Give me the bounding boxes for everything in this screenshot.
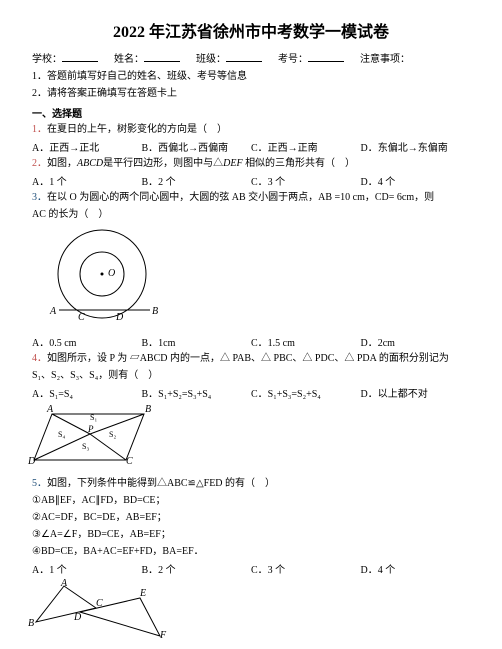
question-4-line2: S₁、S₂、S₃、S₄，则有（ ） xyxy=(32,368,470,383)
school-label: 学校： xyxy=(32,50,98,65)
q4-opt-d: D．以上都不对 xyxy=(361,385,471,400)
question-5: 5．如图，下列条件中能得到△ABC≌△FED 的有（ ） xyxy=(32,476,470,491)
q4-opt-c: C．S₁+S₃=S₂+S₄ xyxy=(251,385,361,400)
instruction-2: 2．请将答案正确填写在答题卡上 xyxy=(32,84,470,99)
label-S2: S₂ xyxy=(109,430,116,439)
label-F5: F xyxy=(160,630,166,641)
exam-title: 2022 年江苏省徐州市中考数学一模试卷 xyxy=(32,18,470,42)
q1-num: 1． xyxy=(32,124,47,135)
question-3-line1: 3．在以 O 为圆心的两个同心圆中，大圆的弦 AB 交小圆于两点，AB =10 … xyxy=(32,190,470,205)
q1-opt-d: D．东偏北→东偏南 xyxy=(361,139,471,154)
question-4-line1: 4．如图所示，设 P 为 ▱ABCD 内的一点，△ PAB、△ PBC、△ PD… xyxy=(32,351,470,366)
question-2: 2．如图，ABCD是平行四边形，则图中与△DEF 相似的三角形共有（ ） xyxy=(32,156,470,171)
q2-t3: 相似的三角形共有（ ） xyxy=(243,158,356,169)
q5-opt-b: B．2 个 xyxy=(142,561,252,576)
q3-num: 3． xyxy=(32,192,47,203)
q5-c1: ①AB∥EF，AC∥FD，BD=CE； xyxy=(32,493,470,508)
q2-options: A．1 个 B．2 个 C．3 个 D．4 个 xyxy=(32,173,470,188)
q5-text: 如图，下列条件中能得到△ABC≌△FED 的有（ ） xyxy=(47,478,275,489)
triangles-diagram xyxy=(32,582,172,642)
q2-opt-d: D．4 个 xyxy=(361,173,471,188)
q4-figure: A B C D P S₁ S₂ S₃ S₄ xyxy=(32,406,470,470)
q5-num: 5． xyxy=(32,478,47,489)
q4-text: 如图所示，设 P 为 ▱ABCD 内的一点，△ PAB、△ PBC、△ PDC、… xyxy=(47,353,449,364)
q3-options: A．0.5 cm B．1cm C．1.5 cm D．2cm xyxy=(32,334,470,349)
label-S1: S₁ xyxy=(90,413,97,422)
q5-c3: ③∠A=∠F，BD=CE，AB=EF； xyxy=(32,527,470,542)
q1-opt-b: B．西偏北→西偏南 xyxy=(142,139,252,154)
header-row: 学校： 姓名： 班级： 考号： 注意事项： xyxy=(32,50,470,65)
q3-opt-d: D．2cm xyxy=(361,334,471,349)
q5-c4: ④BD=CE，BA+AC=EF+FD，BA=EF． xyxy=(32,544,470,559)
label-B4: B xyxy=(145,404,151,415)
label-A4: A xyxy=(47,404,53,415)
label-S3: S₃ xyxy=(82,442,89,451)
notice-label: 注意事项： xyxy=(360,50,410,65)
label-C5: C xyxy=(96,598,103,609)
label-A: A xyxy=(50,306,56,317)
label-B: B xyxy=(152,306,158,317)
q5-opt-a: A．1 个 xyxy=(32,561,142,576)
q2-abcd: ABCD xyxy=(77,158,103,169)
q2-prefix: 如图， xyxy=(47,158,77,169)
label-S4: S₄ xyxy=(58,430,65,439)
label-C: C xyxy=(78,312,85,323)
q5-c2: ②AC=DF，BC=DE，AB=EF； xyxy=(32,510,470,525)
q2-opt-c: C．3 个 xyxy=(251,173,361,188)
q4-opt-a: A．S₁=S₄ xyxy=(32,385,142,400)
q4-num: 4． xyxy=(32,353,47,364)
label-D: D xyxy=(116,312,123,323)
question-1: 1．在夏日的上午，树影变化的方向是（ ） xyxy=(32,122,470,137)
q5-opt-d: D．4 个 xyxy=(361,561,471,576)
q4-opt-b: B．S₁+S₂=S₃+S₄ xyxy=(142,385,252,400)
q2-num: 2． xyxy=(32,158,47,169)
examno-label: 考号： xyxy=(278,50,344,65)
label-A5: A xyxy=(61,578,67,589)
q2-opt-b: B．2 个 xyxy=(142,173,252,188)
q3-opt-b: B．1cm xyxy=(142,334,252,349)
q1-opt-a: A．正西→正北 xyxy=(32,139,142,154)
q2-t2: 是平行四边形，则图中与△ xyxy=(103,158,223,169)
label-D4: D xyxy=(28,456,35,467)
q2-def: DEF xyxy=(223,158,242,169)
question-3-line2: AC 的长为（ ） xyxy=(32,207,470,222)
label-O: O xyxy=(108,268,115,279)
label-D5: D xyxy=(74,612,81,623)
q2-opt-a: A．1 个 xyxy=(32,173,142,188)
section-1-heading: 一、选择题 xyxy=(32,105,470,120)
label-C4: C xyxy=(126,456,133,467)
q5-opt-c: C．3 个 xyxy=(251,561,361,576)
class-label: 班级： xyxy=(196,50,262,65)
q5-figure: A B C D E F xyxy=(32,582,470,642)
q4-options: A．S₁=S₄ B．S₁+S₂=S₃+S₄ C．S₁+S₃=S₂+S₄ D．以上… xyxy=(32,385,470,400)
instruction-1: 1．答题前填写好自己的姓名、班级、考号等信息 xyxy=(32,67,470,82)
label-E5: E xyxy=(140,588,146,599)
q1-text: 在夏日的上午，树影变化的方向是（ ） xyxy=(47,124,227,135)
q3-figure: O A B C D xyxy=(32,228,470,328)
label-B5: B xyxy=(28,618,34,629)
q3-opt-c: C．1.5 cm xyxy=(251,334,361,349)
q5-options: A．1 个 B．2 个 C．3 个 D．4 个 xyxy=(32,561,470,576)
q1-options: A．正西→正北 B．西偏北→西偏南 C．正西→正南 D．东偏北→东偏南 xyxy=(32,139,470,154)
q3-text1: 在以 O 为圆心的两个同心圆中，大圆的弦 AB 交小圆于两点，AB =10 cm… xyxy=(47,192,434,203)
name-label: 姓名： xyxy=(114,50,180,65)
q3-opt-a: A．0.5 cm xyxy=(32,334,142,349)
label-P4: P xyxy=(88,424,94,434)
q1-opt-c: C．正西→正南 xyxy=(251,139,361,154)
